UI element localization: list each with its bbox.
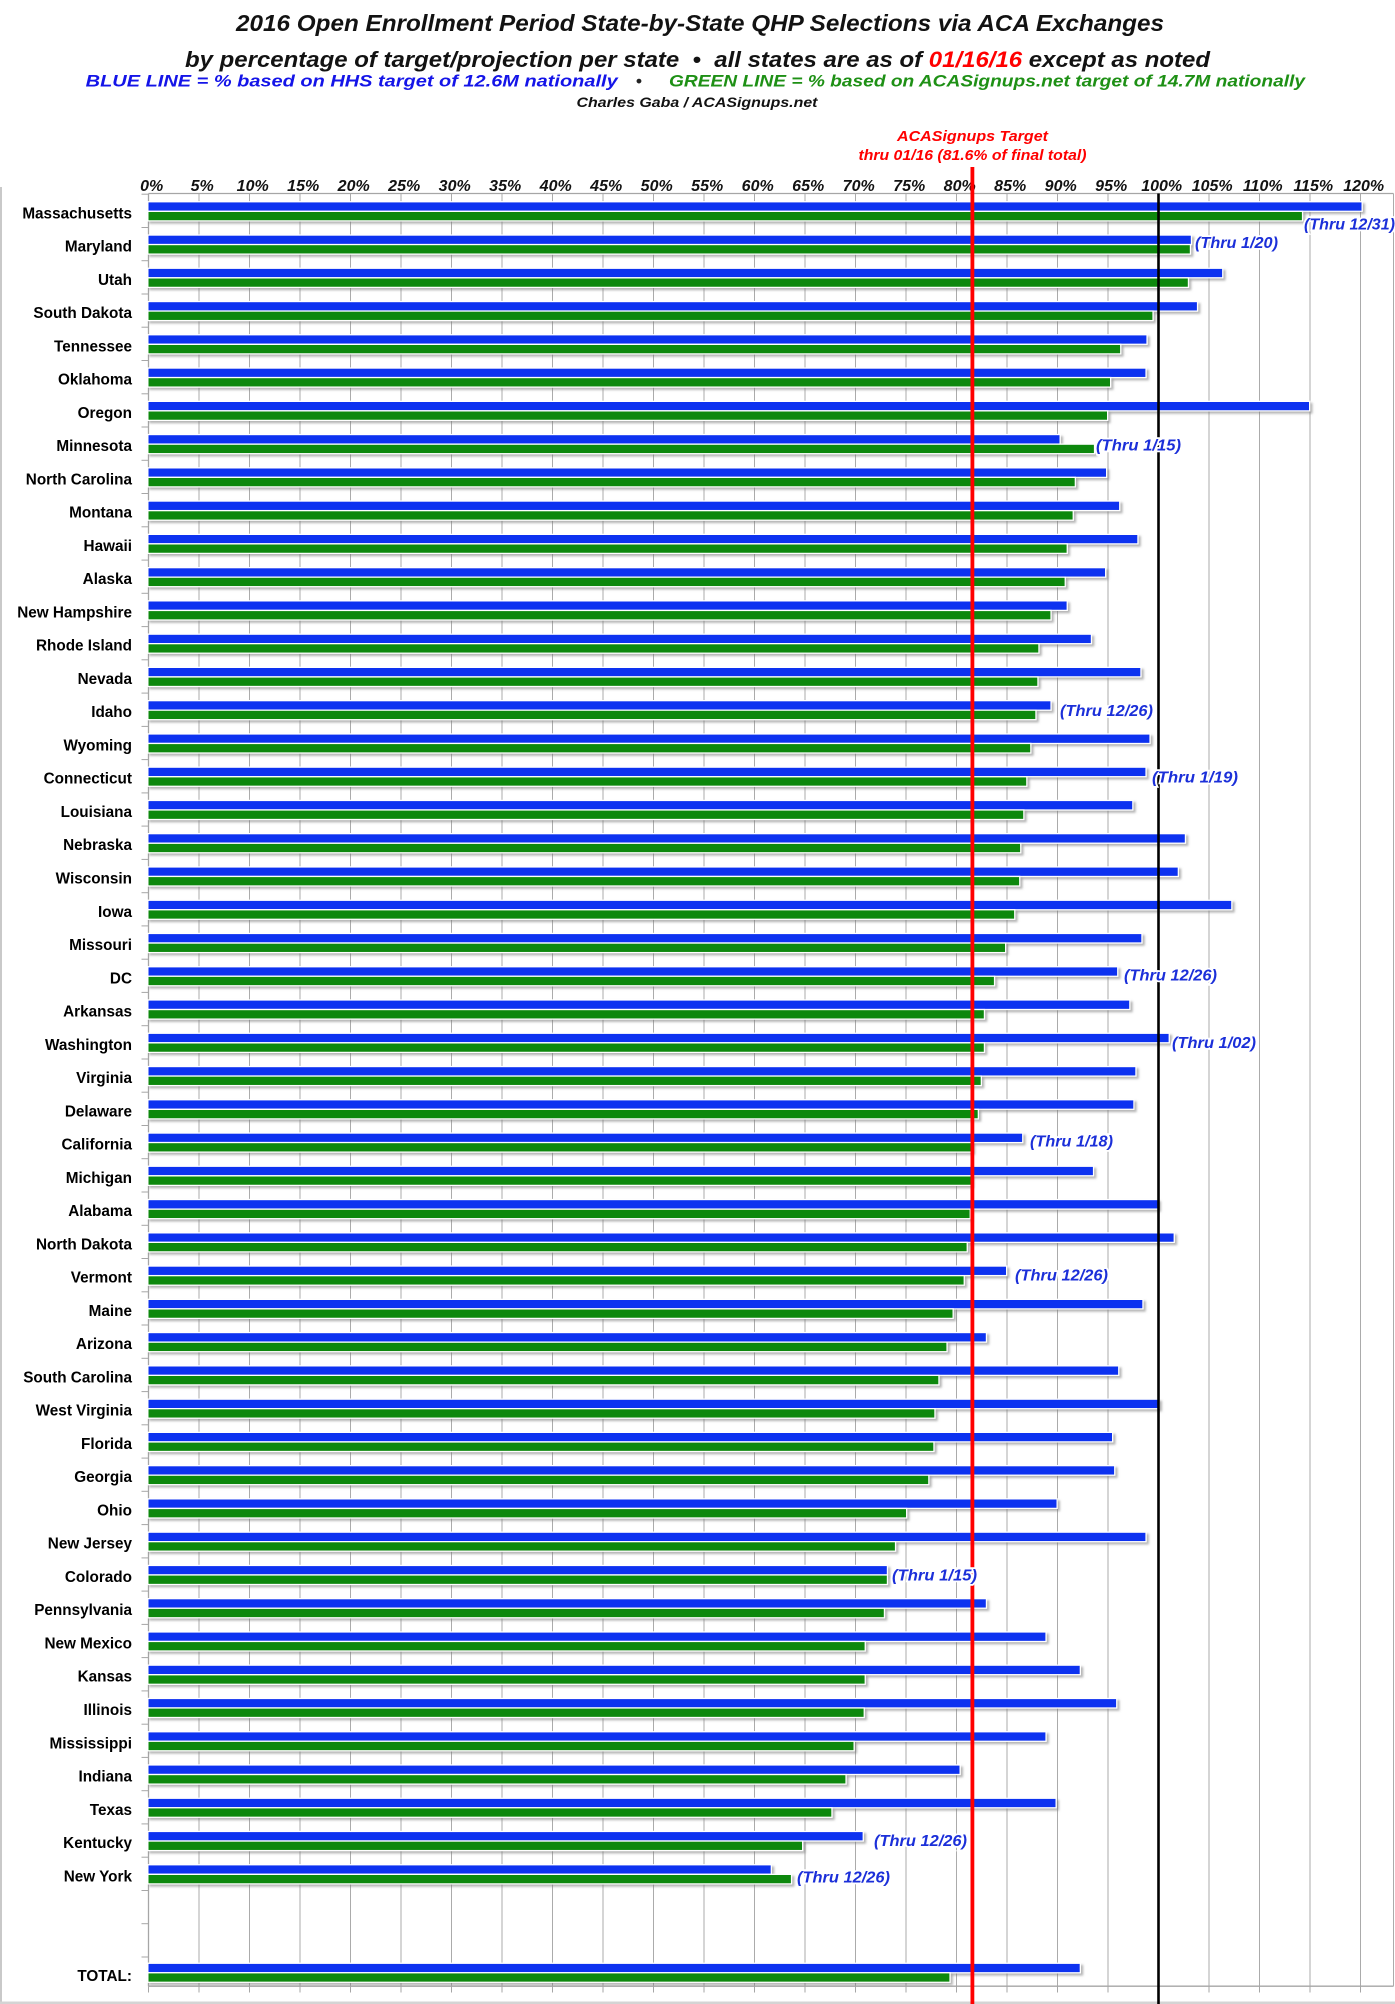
- svg-text:Ohio: Ohio: [97, 1502, 132, 1519]
- svg-text:Nebraska: Nebraska: [63, 837, 132, 854]
- svg-text:(Thru 12/26): (Thru 12/26): [1060, 703, 1153, 720]
- svg-text:Arkansas: Arkansas: [63, 1004, 132, 1021]
- svg-text:85%: 85%: [994, 178, 1026, 195]
- svg-text:100%: 100%: [1141, 178, 1182, 195]
- svg-text:70%: 70%: [843, 178, 875, 195]
- svg-text:Kentucky: Kentucky: [63, 1835, 132, 1852]
- svg-text:Utah: Utah: [98, 272, 132, 289]
- svg-text:80%: 80%: [944, 178, 976, 195]
- svg-text:Connecticut: Connecticut: [44, 771, 132, 788]
- svg-text:(Thru 12/26): (Thru 12/26): [1124, 967, 1217, 984]
- svg-text:Indiana: Indiana: [78, 1769, 132, 1786]
- svg-text:Vermont: Vermont: [71, 1270, 132, 1287]
- svg-text:10%: 10%: [237, 178, 269, 195]
- svg-text:Rhode Island: Rhode Island: [36, 638, 132, 655]
- svg-text:(Thru 1/20): (Thru 1/20): [1195, 235, 1278, 252]
- svg-text:110%: 110%: [1243, 178, 1283, 195]
- svg-text:(Thru 1/19): (Thru 1/19): [1152, 769, 1238, 786]
- svg-text:•: •: [636, 72, 642, 91]
- svg-text:South Dakota: South Dakota: [33, 305, 132, 322]
- svg-text:Alaska: Alaska: [83, 571, 133, 588]
- svg-text:California: California: [61, 1137, 132, 1154]
- svg-text:0%: 0%: [140, 178, 163, 195]
- svg-text:55%: 55%: [691, 178, 723, 195]
- svg-text:DC: DC: [110, 970, 132, 987]
- svg-text:105%: 105%: [1192, 178, 1233, 195]
- svg-text:Pennsylvania: Pennsylvania: [34, 1602, 132, 1619]
- svg-text:New Hampshire: New Hampshire: [17, 604, 132, 621]
- svg-text:Massachusetts: Massachusetts: [22, 205, 132, 222]
- svg-text:Delaware: Delaware: [65, 1103, 132, 1120]
- svg-text:30%: 30%: [439, 178, 471, 195]
- svg-text:(Thru 1/15): (Thru 1/15): [892, 1568, 977, 1585]
- svg-text:BLUE LINE = % based on HHS tar: BLUE LINE = % based on HHS target of 12.…: [86, 72, 620, 91]
- svg-text:2016 Open Enrollment Period St: 2016 Open Enrollment Period State-by-Sta…: [235, 10, 1164, 36]
- svg-text:Hawaii: Hawaii: [84, 538, 132, 555]
- svg-text:New Jersey: New Jersey: [48, 1536, 133, 1553]
- svg-text:(Thru 1/02): (Thru 1/02): [1172, 1035, 1256, 1052]
- svg-text:Oregon: Oregon: [78, 405, 132, 422]
- svg-text:North Dakota: North Dakota: [36, 1236, 133, 1253]
- svg-text:Colorado: Colorado: [65, 1569, 132, 1586]
- svg-text:120%: 120%: [1343, 178, 1384, 195]
- svg-text:65%: 65%: [792, 178, 824, 195]
- svg-text:TOTAL:: TOTAL:: [77, 1968, 132, 1985]
- svg-text:60%: 60%: [742, 178, 774, 195]
- svg-text:(Thru 12/26): (Thru 12/26): [797, 1870, 890, 1887]
- svg-text:Illinois: Illinois: [84, 1702, 132, 1719]
- svg-text:Alabama: Alabama: [68, 1203, 132, 1220]
- svg-text:75%: 75%: [893, 178, 925, 195]
- svg-text:15%: 15%: [287, 178, 319, 195]
- svg-text:5%: 5%: [191, 178, 214, 195]
- svg-text:Oklahoma: Oklahoma: [58, 372, 132, 389]
- svg-text:Missouri: Missouri: [69, 937, 132, 954]
- svg-text:40%: 40%: [539, 178, 572, 195]
- svg-text:Georgia: Georgia: [74, 1469, 132, 1486]
- svg-text:ACASignups Target: ACASignups Target: [896, 128, 1049, 145]
- svg-text:95%: 95%: [1095, 178, 1127, 195]
- svg-text:50%: 50%: [641, 178, 673, 195]
- svg-text:(Thru 12/26): (Thru 12/26): [1015, 1267, 1108, 1284]
- svg-text:Nevada: Nevada: [78, 671, 133, 688]
- svg-text:25%: 25%: [387, 178, 420, 195]
- svg-text:Mississippi: Mississippi: [50, 1735, 132, 1752]
- svg-text:(Thru 12/31): (Thru 12/31): [1304, 217, 1395, 234]
- svg-text:Wisconsin: Wisconsin: [56, 871, 132, 888]
- svg-text:Tennessee: Tennessee: [54, 338, 132, 355]
- svg-text:Louisiana: Louisiana: [61, 804, 133, 821]
- svg-text:Wyoming: Wyoming: [63, 738, 132, 755]
- svg-text:Idaho: Idaho: [91, 704, 132, 721]
- svg-text:Florida: Florida: [81, 1436, 132, 1453]
- svg-text:New Mexico: New Mexico: [44, 1636, 132, 1653]
- svg-text:(Thru 1/15): (Thru 1/15): [1096, 437, 1181, 454]
- svg-text:Charles Gaba / ACASignups.net: Charles Gaba / ACASignups.net: [577, 95, 819, 110]
- svg-text:Montana: Montana: [69, 505, 132, 522]
- svg-text:South Carolina: South Carolina: [23, 1369, 132, 1386]
- svg-text:35%: 35%: [489, 178, 521, 195]
- svg-text:thru 01/16 (81.6% of final tot: thru 01/16 (81.6% of final total): [859, 147, 1087, 164]
- svg-text:Maryland: Maryland: [65, 239, 132, 256]
- svg-text:20%: 20%: [337, 178, 370, 195]
- svg-text:Washington: Washington: [45, 1037, 132, 1054]
- svg-text:Texas: Texas: [90, 1802, 132, 1819]
- svg-text:Virginia: Virginia: [76, 1070, 132, 1087]
- svg-text:Maine: Maine: [89, 1303, 132, 1320]
- svg-text:90%: 90%: [1045, 178, 1077, 195]
- svg-text:Michigan: Michigan: [66, 1170, 132, 1187]
- svg-text:Minnesota: Minnesota: [56, 438, 132, 455]
- svg-text:West Virginia: West Virginia: [36, 1403, 133, 1420]
- svg-text:New York: New York: [64, 1868, 133, 1885]
- svg-text:(Thru 12/26): (Thru 12/26): [874, 1833, 967, 1850]
- svg-text:Arizona: Arizona: [76, 1336, 133, 1353]
- svg-text:(Thru 1/18): (Thru 1/18): [1030, 1133, 1113, 1150]
- svg-text:Iowa: Iowa: [98, 904, 132, 921]
- svg-text:North Carolina: North Carolina: [26, 471, 133, 488]
- svg-text:GREEN LINE = % based on ACASig: GREEN LINE = % based on ACASignups.net t…: [669, 72, 1307, 91]
- svg-text:115%: 115%: [1293, 178, 1333, 195]
- svg-text:Kansas: Kansas: [78, 1669, 132, 1686]
- svg-text:by percentage of target/projec: by percentage of target/projection per s…: [185, 47, 1211, 72]
- svg-text:45%: 45%: [589, 178, 622, 195]
